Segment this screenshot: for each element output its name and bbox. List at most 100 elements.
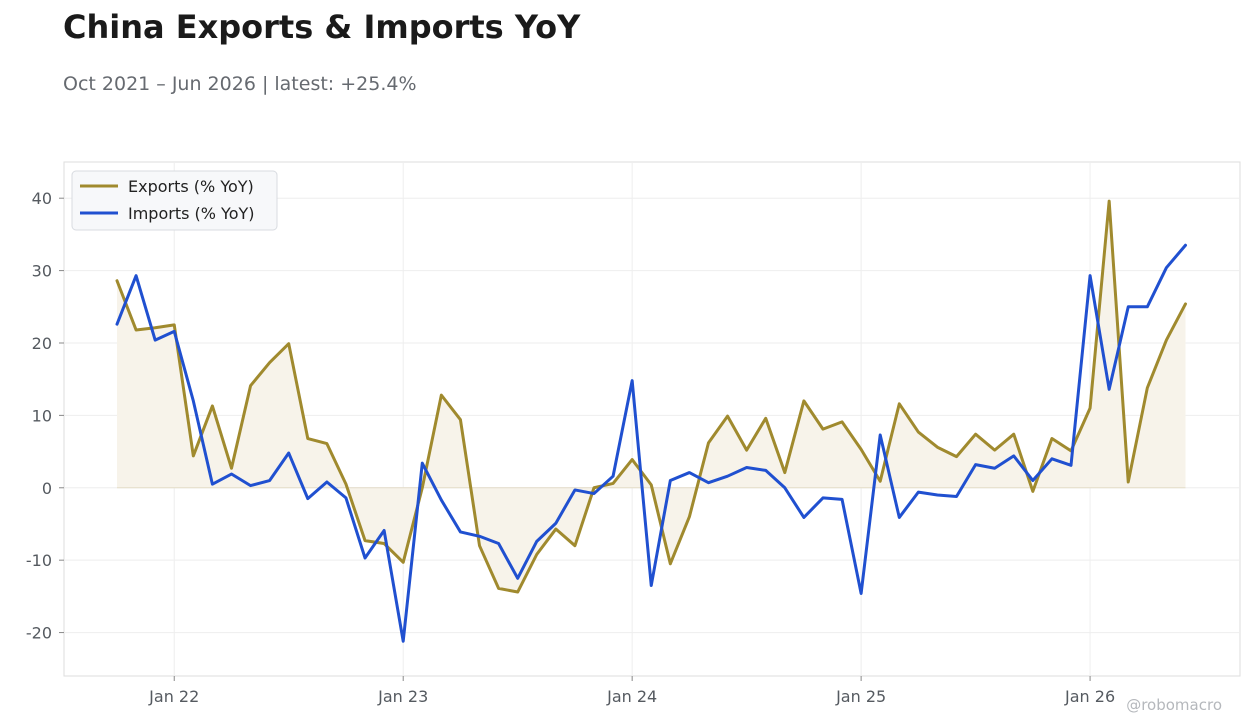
- imports-point: [1012, 454, 1015, 457]
- imports-point: [631, 379, 634, 382]
- exports-point: [593, 486, 596, 489]
- grid-lines: [64, 162, 1240, 676]
- watermark: @robomacro: [1126, 696, 1222, 714]
- imports-point: [707, 481, 710, 484]
- imports-point: [268, 479, 271, 482]
- imports-point: [802, 516, 805, 519]
- exports-point: [821, 428, 824, 431]
- imports-point: [841, 498, 844, 501]
- imports-point: [688, 471, 691, 474]
- exports-point: [612, 482, 615, 485]
- imports-point: [306, 497, 309, 500]
- imports-point: [554, 522, 557, 525]
- exports-point: [879, 480, 882, 483]
- imports-point: [497, 542, 500, 545]
- exports-point: [192, 454, 195, 457]
- y-tick-label: 40: [32, 189, 52, 208]
- imports-point: [936, 494, 939, 497]
- exports-point: [1031, 490, 1034, 493]
- exports-point: [249, 384, 252, 387]
- exports-point: [764, 417, 767, 420]
- exports-point: [211, 404, 214, 407]
- imports-point: [440, 499, 443, 502]
- exports-point: [898, 402, 901, 405]
- exports-point: [1184, 302, 1187, 305]
- exports-fill-area: [117, 201, 1186, 593]
- exports-point: [364, 539, 367, 542]
- imports-point: [1184, 244, 1187, 247]
- imports-point: [1108, 388, 1111, 391]
- imports-point: [879, 433, 882, 436]
- exports-point: [783, 471, 786, 474]
- exports-point: [497, 587, 500, 590]
- exports-point: [802, 399, 805, 402]
- imports-point: [1031, 479, 1034, 482]
- y-tick-label: 10: [32, 406, 52, 425]
- imports-point: [154, 339, 157, 342]
- exports-point: [745, 449, 748, 452]
- exports-point: [1012, 433, 1015, 436]
- imports-point: [344, 496, 347, 499]
- exports-point: [631, 458, 634, 461]
- y-tick-label: 20: [32, 334, 52, 353]
- exports-point: [650, 483, 653, 486]
- imports-point: [535, 540, 538, 543]
- imports-point: [650, 584, 653, 587]
- plot-frame: [63, 161, 1241, 677]
- imports-series-line: [115, 243, 1187, 643]
- exports-point: [325, 442, 328, 445]
- imports-point: [669, 479, 672, 482]
- imports-point: [1146, 305, 1149, 308]
- exports-point: [1070, 449, 1073, 452]
- imports-point: [383, 529, 386, 532]
- exports-point: [116, 279, 119, 282]
- exports-point: [993, 449, 996, 452]
- exports-point: [1108, 200, 1111, 203]
- x-tick-label: Jan 22: [148, 687, 199, 706]
- exports-point: [135, 328, 138, 331]
- exports-point: [478, 544, 481, 547]
- imports-point: [860, 592, 863, 595]
- x-tick-label: Jan 26: [1064, 687, 1115, 706]
- exports-point: [173, 323, 176, 326]
- x-tick-label: Jan 25: [835, 687, 886, 706]
- exports-point: [535, 553, 538, 556]
- y-tick-label: 0: [42, 479, 52, 498]
- imports-point: [955, 495, 958, 498]
- chart-title: China Exports & Imports YoY: [63, 8, 581, 46]
- imports-point: [612, 475, 615, 478]
- imports-point: [821, 496, 824, 499]
- exports-point: [1089, 407, 1092, 410]
- exports-point: [917, 431, 920, 434]
- imports-point: [1070, 464, 1073, 467]
- imports-point: [173, 330, 176, 333]
- imports-point: [974, 463, 977, 466]
- imports-point: [764, 469, 767, 472]
- imports-point: [917, 491, 920, 494]
- imports-point: [1127, 305, 1130, 308]
- exports-point: [573, 544, 576, 547]
- x-tick-label: Jan 24: [606, 687, 657, 706]
- exports-point: [936, 446, 939, 449]
- exports-point: [1050, 437, 1053, 440]
- exports-point: [287, 342, 290, 345]
- exports-point: [1127, 480, 1130, 483]
- imports-point: [993, 467, 996, 470]
- imports-point: [249, 484, 252, 487]
- exports-point: [230, 467, 233, 470]
- imports-point: [783, 486, 786, 489]
- imports-point: [573, 488, 576, 491]
- exports-point: [344, 483, 347, 486]
- imports-point: [116, 323, 119, 326]
- exports-point: [383, 542, 386, 545]
- exports-point: [726, 415, 729, 418]
- imports-point: [593, 492, 596, 495]
- imports-point: [1165, 266, 1168, 269]
- exports-area: [117, 201, 1186, 593]
- imports-point: [364, 557, 367, 560]
- imports-point: [516, 577, 519, 580]
- imports-point: [230, 473, 233, 476]
- imports-point: [1089, 274, 1092, 277]
- exports-point: [306, 437, 309, 440]
- imports-point: [745, 466, 748, 469]
